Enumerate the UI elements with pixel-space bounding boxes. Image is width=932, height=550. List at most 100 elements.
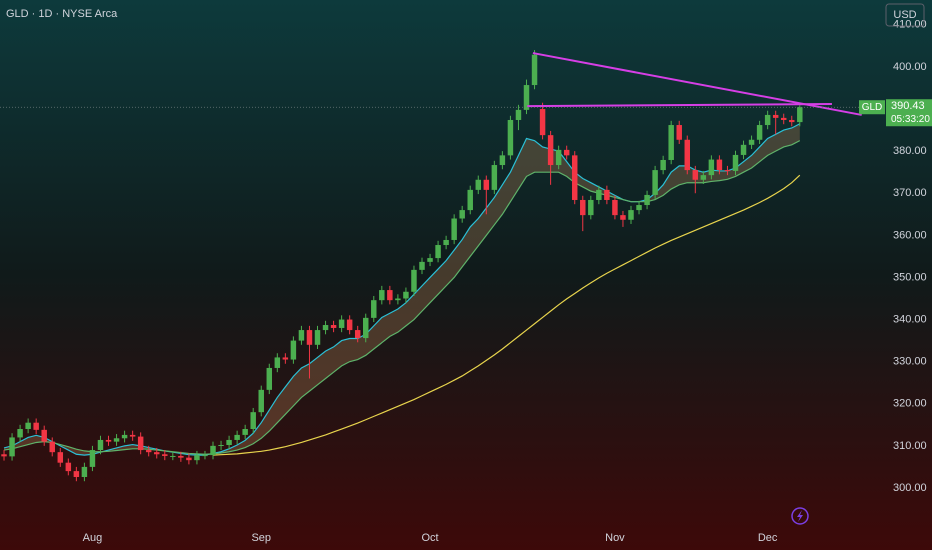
candle-body	[234, 434, 240, 440]
candle-body	[57, 452, 64, 463]
candle-body	[531, 54, 538, 86]
candle-body	[539, 109, 546, 136]
candle-body	[89, 450, 96, 467]
y-tick-label: 380.00	[893, 145, 927, 157]
y-tick-label: 300.00	[893, 482, 927, 494]
currency[interactable]: USD	[893, 9, 916, 21]
candle-body	[620, 215, 626, 220]
flash-icon	[791, 507, 809, 525]
candle-body	[202, 455, 208, 457]
candle-body	[330, 325, 337, 328]
candle-body	[41, 429, 47, 442]
candle-body	[443, 239, 449, 246]
candle-body	[338, 319, 345, 328]
candle-body	[81, 466, 88, 478]
candle-body	[266, 367, 273, 390]
x-tick-label: Sep	[251, 532, 271, 544]
y-tick-label: 310.00	[893, 440, 927, 452]
symbol-tag: GLD	[862, 102, 883, 113]
candle-body	[145, 450, 152, 453]
candle-body	[740, 144, 747, 155]
last-price-box	[886, 99, 932, 127]
candle-body	[186, 457, 192, 461]
candle-body	[346, 319, 353, 331]
candle-body	[105, 439, 112, 442]
candle-body	[467, 189, 473, 211]
x-tick-label: Aug	[83, 532, 103, 544]
candle-body	[242, 429, 248, 435]
candle-body	[523, 85, 530, 110]
candle-body	[789, 119, 795, 123]
candle-body	[226, 439, 232, 446]
candle-body	[547, 135, 554, 166]
y-tick-label: 400.00	[893, 61, 927, 73]
candle-body	[644, 194, 650, 206]
candle-body	[194, 455, 200, 461]
candle-body	[700, 175, 707, 180]
candle-body	[210, 445, 216, 456]
candle-body	[652, 170, 658, 195]
candle-body	[660, 159, 666, 171]
y-tick-label: 340.00	[893, 313, 927, 325]
candle-body	[491, 165, 498, 190]
candle-body	[732, 154, 739, 171]
currency-button[interactable]	[885, 3, 925, 27]
y-tick-label: 320.00	[893, 398, 927, 410]
candle-body	[218, 445, 224, 447]
candle-body	[9, 437, 15, 457]
candle-body	[274, 357, 281, 368]
x-tick-label: Nov	[605, 532, 625, 544]
candle-body	[17, 429, 23, 438]
candle-body	[716, 159, 723, 171]
countdown: 05:33:20	[891, 114, 930, 125]
candle-body	[612, 199, 618, 216]
candle-body	[515, 109, 522, 120]
last-price-label: 390.43	[891, 100, 925, 112]
y-tick-label: 350.00	[893, 271, 927, 283]
candle-body	[113, 438, 120, 442]
candle-body	[780, 117, 787, 120]
candle-body	[797, 107, 803, 123]
moving-average-line	[3, 123, 801, 456]
candle-body	[427, 258, 433, 262]
y-tick-label: 360.00	[893, 229, 927, 241]
x-tick-label: Oct	[421, 532, 438, 544]
candle-body	[65, 462, 72, 472]
candle-body	[33, 422, 39, 430]
candle-body	[411, 269, 417, 292]
candle-body	[507, 119, 514, 156]
candle-body	[306, 330, 313, 345]
candle-body	[162, 454, 168, 456]
candle-body	[588, 199, 594, 216]
trendline	[527, 102, 832, 108]
candle-body	[379, 290, 385, 301]
candle-body	[290, 340, 297, 360]
candle-body	[756, 125, 763, 140]
candle-body	[129, 434, 136, 437]
plot-area	[0, 50, 885, 482]
candle-body	[25, 422, 31, 430]
candle-body	[772, 114, 779, 118]
candle-body	[459, 210, 465, 219]
candle-body	[676, 125, 682, 140]
candle-body	[170, 455, 176, 457]
candle-body	[764, 114, 771, 126]
candle-body	[137, 436, 144, 451]
moving-average-line	[3, 140, 801, 455]
candle-body	[121, 434, 128, 439]
candle-body	[475, 179, 482, 190]
candle-body	[668, 125, 674, 160]
candle-body	[354, 330, 361, 339]
candle-body	[178, 455, 184, 458]
candle-body	[636, 205, 642, 211]
x-tick-label: Dec	[758, 532, 778, 544]
candle-body	[1, 454, 7, 457]
candle-body	[571, 155, 578, 200]
chart-title: GLD · 1D · NYSE Arca	[6, 8, 118, 20]
candle-body	[371, 300, 377, 318]
candle-body	[724, 170, 731, 172]
candle-body	[250, 412, 256, 430]
y-tick-label: 370.00	[893, 187, 927, 199]
candle-body	[563, 149, 570, 156]
